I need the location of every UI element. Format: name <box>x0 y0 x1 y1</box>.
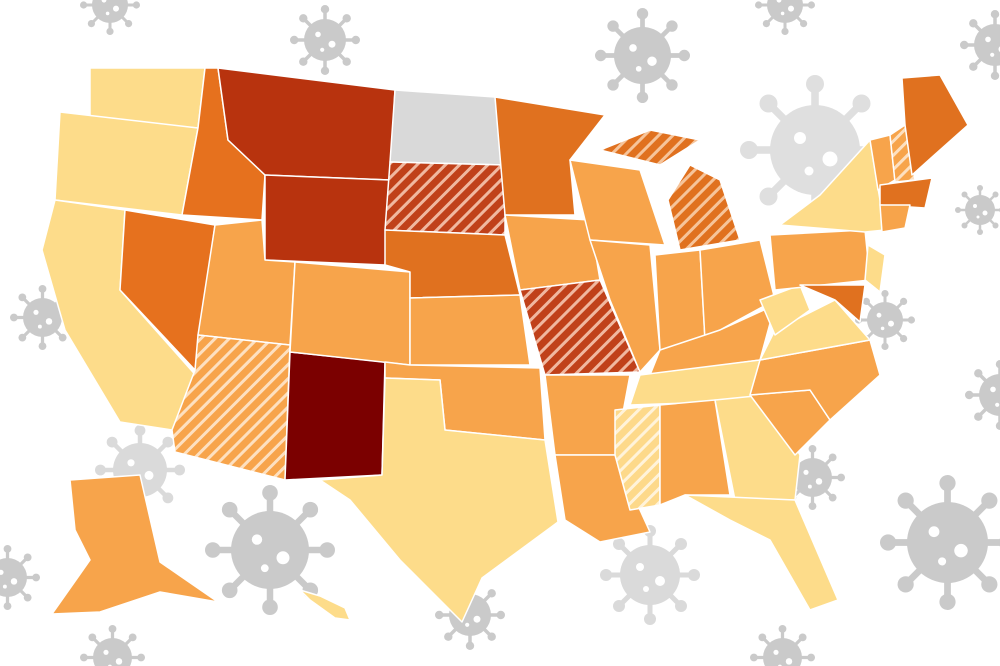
state <box>284 351 386 481</box>
state <box>589 239 661 373</box>
state <box>599 129 701 166</box>
state <box>654 249 706 351</box>
state <box>389 89 506 166</box>
state <box>504 214 601 291</box>
state <box>759 299 871 361</box>
state <box>684 494 839 611</box>
state <box>319 377 559 623</box>
state <box>494 96 606 216</box>
state <box>264 174 391 266</box>
states <box>41 67 969 623</box>
state <box>51 474 219 615</box>
state <box>864 244 886 293</box>
state <box>649 304 776 376</box>
state <box>614 404 661 511</box>
state <box>554 454 651 543</box>
state <box>759 284 811 336</box>
state <box>289 261 411 366</box>
state <box>769 229 871 291</box>
state <box>384 161 506 236</box>
state <box>879 204 911 233</box>
state <box>699 239 776 341</box>
state <box>409 294 531 366</box>
state <box>667 164 741 251</box>
state <box>569 159 666 246</box>
state <box>54 111 199 216</box>
state <box>659 399 731 506</box>
state <box>799 284 866 323</box>
state <box>901 74 969 176</box>
state <box>299 589 351 621</box>
state <box>879 177 933 209</box>
